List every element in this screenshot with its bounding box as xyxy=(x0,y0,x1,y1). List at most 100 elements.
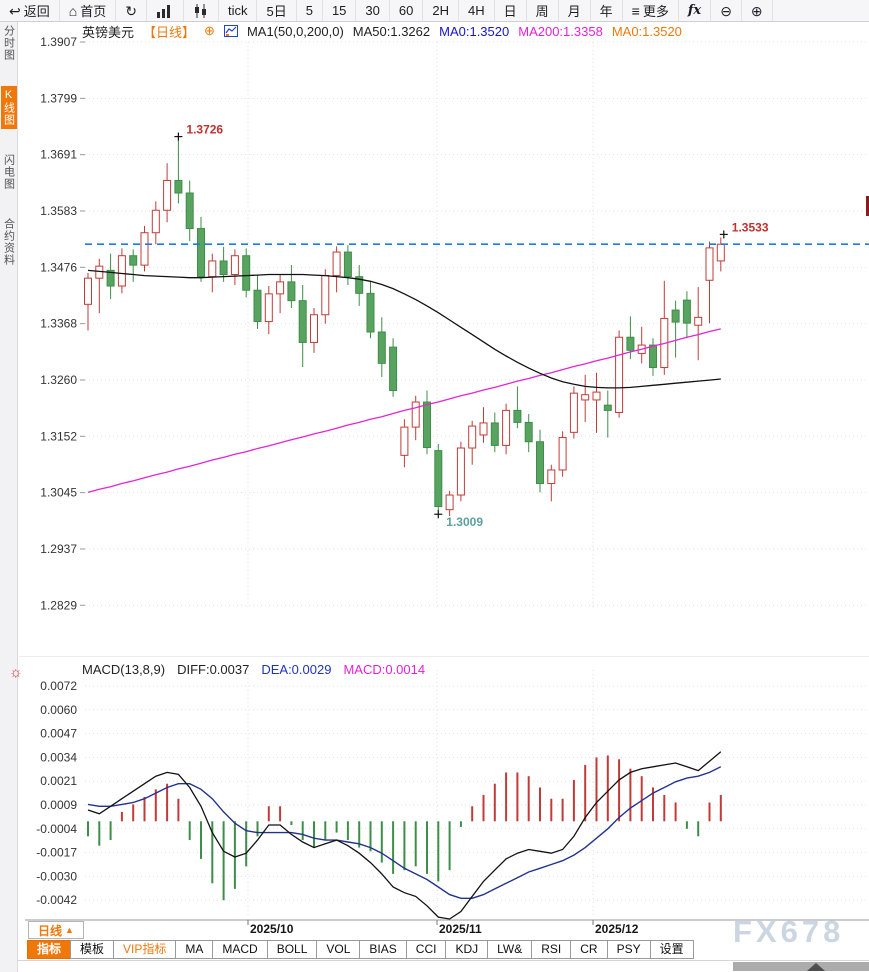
main-chart-header: 英镑美元 【日线】 ⊕ MA1(50,0,200,0) MA50:1.3262 … xyxy=(82,23,682,40)
fx-indicators-button[interactable]: fx xyxy=(679,0,712,21)
fx-label: fx xyxy=(687,3,702,18)
candlestick-type-button[interactable] xyxy=(184,0,219,21)
macd-formula: MACD(13,8,9) xyxy=(82,661,166,677)
interval-5m-button[interactable]: 5 xyxy=(297,0,323,21)
indicator-settings-sun-icon[interactable]: ☼ xyxy=(9,664,23,681)
svg-text:1.3009: 1.3009 xyxy=(446,515,483,529)
ma200-value: MA200:1.3358 xyxy=(518,23,603,39)
bottom-tab-psy[interactable]: PSY xyxy=(606,940,651,959)
interval-month-button[interactable]: 月 xyxy=(559,0,591,21)
sidebar-tab-lightning-chart[interactable]: 闪电图 xyxy=(2,154,15,190)
interval-60m-button[interactable]: 60 xyxy=(390,0,424,21)
symbol-name: 英镑美元 xyxy=(82,24,135,40)
svg-text:1.3583: 1.3583 xyxy=(40,204,77,218)
expand-panel-arrow xyxy=(807,963,825,971)
bar-chart-type-button[interactable] xyxy=(147,0,184,21)
bottom-tab-vip-indicator[interactable]: VIP指标 xyxy=(113,940,177,959)
interval-day-button[interactable]: 日 xyxy=(495,0,527,21)
svg-text:1.3260: 1.3260 xyxy=(40,373,77,387)
svg-text:1.3726: 1.3726 xyxy=(186,123,223,137)
interval-label: 30 xyxy=(365,3,380,18)
ma200-line xyxy=(87,328,721,494)
left-sidebar: 分时图 K线图闪电图合约资料 xyxy=(0,22,18,972)
svg-text:0.0034: 0.0034 xyxy=(40,750,77,764)
zoom-out-button[interactable]: ⊖ xyxy=(711,0,742,21)
svg-text:-0.0017: -0.0017 xyxy=(36,846,77,860)
svg-text:0.0047: 0.0047 xyxy=(40,727,77,741)
bottom-tab-indicator[interactable]: 指标 xyxy=(27,940,72,959)
up-triangle-icon: ▲ xyxy=(65,925,74,935)
bottom-tab-bias[interactable]: BIAS xyxy=(359,940,407,959)
back-button[interactable]: ↩ 返回 xyxy=(0,0,60,21)
bottom-divider xyxy=(0,960,869,961)
svg-text:-0.0004: -0.0004 xyxy=(36,822,77,836)
candles xyxy=(84,136,725,516)
interval-label: 5 xyxy=(305,3,313,18)
interval-5day-button[interactable]: 5日 xyxy=(257,0,297,21)
interval-5day-label: 5日 xyxy=(266,4,287,19)
home-icon: ⌂ xyxy=(68,2,78,19)
bottom-tab-macd[interactable]: MACD xyxy=(212,940,268,959)
interval-year-button[interactable]: 年 xyxy=(591,0,623,21)
bottom-tab-rsi[interactable]: RSI xyxy=(531,940,572,959)
bottom-tab-lw[interactable]: LW& xyxy=(487,940,533,959)
svg-text:0.0021: 0.0021 xyxy=(40,774,77,788)
svg-text:1.3799: 1.3799 xyxy=(40,91,77,105)
bottom-tab-vol[interactable]: VOL xyxy=(316,940,361,959)
price-annotations: 1.3726 1.3009 1.3533 xyxy=(174,123,769,529)
svg-text:1.3907: 1.3907 xyxy=(40,35,77,49)
interval-30m-button[interactable]: 30 xyxy=(356,0,390,21)
sidebar-tab-contract-info[interactable]: 合约资料 xyxy=(2,218,15,266)
dea-value: DEA:0.0029 xyxy=(261,661,332,677)
interval-week-button[interactable]: 周 xyxy=(527,0,559,21)
zoom-in-button[interactable]: ⊕ xyxy=(742,0,773,21)
svg-text:1.3476: 1.3476 xyxy=(40,260,77,274)
ma0-orange-value: MA0:1.3520 xyxy=(611,23,682,39)
svg-text:1.3152: 1.3152 xyxy=(40,429,77,443)
diff-line xyxy=(87,751,722,920)
interval-tick-button[interactable]: tick xyxy=(219,0,258,21)
bottom-tab-cr[interactable]: CR xyxy=(570,940,608,959)
interval-4h-button[interactable]: 4H xyxy=(459,0,495,21)
refresh-button[interactable]: ↻ xyxy=(116,0,147,21)
interval-label: 日 xyxy=(503,4,517,19)
macd-gridlines: 0.0072 0.0060 0.0047 0.0034 0.0021 0.0009 -0.0… xyxy=(36,670,869,915)
add-indicator-icon[interactable]: ⊕ xyxy=(204,23,215,38)
interval-label: 年 xyxy=(599,4,613,19)
svg-text:0.0072: 0.0072 xyxy=(40,679,77,693)
bottom-tab-template[interactable]: 模板 xyxy=(70,940,115,959)
bottom-scrollbar-handle[interactable] xyxy=(733,962,869,971)
x-axis-label: 2025/11 xyxy=(439,922,482,936)
indicator-tab-bar: 指标 模板 VIP指标 MA MACD BOLL VOL BIAS CCI KDJ LW& RSI CR… xyxy=(27,940,694,959)
bottom-tab-settings[interactable]: 设置 xyxy=(649,940,694,959)
macd-chart-canvas[interactable]: 0.0072 0.0060 0.0047 0.0034 0.0021 0.0009 -0.0… xyxy=(25,660,869,926)
sidebar-tab-kline-chart[interactable]: K线图 xyxy=(0,86,17,129)
dea-line xyxy=(87,766,722,900)
sidebar-tab-time-chart[interactable]: 分时图 xyxy=(2,25,15,61)
price-gridlines: 1.3907 1.3799 1.3691 1.3583 1.3476 1.3368 1.32… xyxy=(40,35,869,612)
period-tag: 【日线】 xyxy=(143,24,196,40)
interval-15m-button[interactable]: 15 xyxy=(323,0,357,21)
bar-chart-icon xyxy=(156,4,170,18)
refresh-icon: ↻ xyxy=(125,2,137,19)
more-button[interactable]: ≡ 更多 xyxy=(623,0,679,21)
home-button[interactable]: ⌂ 首页 xyxy=(60,0,117,21)
macd-chart-svg: 0.0072 0.0060 0.0047 0.0034 0.0021 0.0009 -0.0… xyxy=(25,670,869,925)
interval-2h-button[interactable]: 2H xyxy=(423,0,459,21)
bottom-tab-kdj[interactable]: KDJ xyxy=(445,940,489,959)
panel-divider xyxy=(19,656,869,657)
back-label: 返回 xyxy=(23,4,50,19)
macd-histogram xyxy=(87,755,722,901)
bottom-tab-ma[interactable]: MA xyxy=(175,940,214,959)
price-chart-canvas[interactable]: 1.3907 1.3799 1.3691 1.3583 1.3476 1.3368 1.32… xyxy=(25,30,869,656)
top-toolbar: ↩ 返回 ⌂ 首页 ↻ tick 5日 5 15 30 60 2H 4H 日 周… xyxy=(0,0,869,22)
period-selector[interactable]: 日线 ▲ xyxy=(28,921,84,939)
ma0-blue-value: MA0:1.3520 xyxy=(439,23,510,39)
bottom-tab-cci[interactable]: CCI xyxy=(405,940,447,959)
svg-text:1.2937: 1.2937 xyxy=(40,542,77,556)
right-scrollbar-thumb[interactable] xyxy=(866,196,869,216)
bottom-tab-boll[interactable]: BOLL xyxy=(266,940,318,959)
x-axis-label: 2025/10 xyxy=(250,922,294,936)
home-label: 首页 xyxy=(80,4,107,19)
interval-label: 15 xyxy=(331,3,347,18)
